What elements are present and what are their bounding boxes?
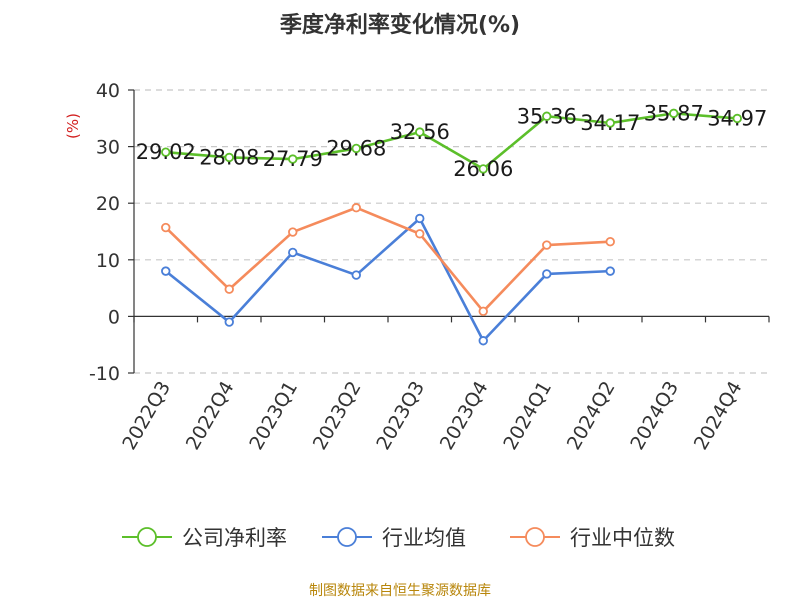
series-line-1	[164, 217, 611, 343]
data-point	[288, 247, 298, 258]
chart-title: 季度净利率变化情况(%)	[280, 12, 520, 38]
y-tick-label: 20	[96, 193, 120, 215]
data-point	[224, 284, 234, 294]
data-point	[542, 240, 552, 250]
data-label: 28.08	[199, 145, 259, 169]
data-point	[478, 164, 488, 174]
data-point	[542, 269, 552, 279]
data-point	[351, 270, 361, 280]
legend-label: 行业均值	[382, 526, 466, 550]
data-point	[161, 266, 171, 276]
data-point	[542, 111, 552, 121]
data-point	[224, 152, 234, 163]
x-tick-label: 2024Q2	[563, 378, 620, 454]
x-tick-label: 2024Q3	[626, 378, 683, 454]
legend-item-1: 行业均值	[322, 526, 466, 550]
data-point	[288, 154, 298, 164]
y-axis-label: (%)	[64, 113, 82, 139]
data-point	[161, 147, 171, 157]
data-label: 34.97	[707, 106, 767, 130]
data-point	[605, 118, 615, 128]
legend-label: 行业中位数	[570, 526, 675, 550]
data-label: 29.68	[326, 136, 386, 160]
x-tick-label: 2023Q3	[372, 378, 429, 454]
data-point	[351, 143, 361, 154]
legend-item-0: 公司净利率	[122, 526, 287, 550]
x-tick-label: 2023Q2	[309, 378, 366, 454]
data-point	[224, 317, 234, 327]
data-point	[415, 127, 425, 137]
data-point	[732, 113, 742, 124]
x-tick-label: 2022Q4	[182, 378, 239, 454]
legend-marker	[525, 527, 545, 547]
data-point	[669, 108, 679, 119]
data-point	[415, 229, 425, 239]
grid-lines	[134, 89, 769, 374]
series-line-0	[165, 112, 738, 171]
x-tick-label: 2023Q4	[436, 378, 493, 454]
x-tick-label: 2024Q4	[690, 378, 747, 454]
data-label: 35.36	[517, 104, 577, 128]
legend-label: 公司净利率	[182, 526, 287, 550]
x-tick-label: 2022Q3	[118, 378, 175, 454]
legend-marker	[337, 527, 357, 547]
data-label: 29.02	[136, 140, 196, 164]
data-point	[161, 222, 171, 233]
series-line-2	[164, 206, 611, 313]
data-label: 35.87	[644, 101, 704, 125]
data-label: 26.06	[453, 157, 513, 181]
data-label: 34.17	[580, 111, 640, 135]
data-point	[288, 227, 298, 237]
y-tick-label: 40	[96, 80, 120, 102]
data-point	[415, 213, 425, 224]
source-note: 制图数据来自恒生聚源数据库	[309, 583, 491, 599]
x-tick-label: 2023Q1	[245, 378, 302, 454]
series-lines	[161, 108, 742, 346]
data-label: 32.56	[390, 120, 450, 144]
data-point	[351, 203, 361, 213]
legend-item-2: 行业中位数	[510, 526, 675, 550]
y-tick-label: -10	[89, 363, 120, 385]
legend: 公司净利率 行业均值 行业中位数	[122, 526, 675, 550]
x-tick-label: 2024Q1	[499, 378, 556, 454]
y-tick-label: 0	[108, 306, 120, 328]
data-point	[478, 336, 488, 346]
data-point	[605, 236, 615, 247]
data-point	[478, 306, 488, 317]
legend-marker	[137, 527, 157, 547]
data-label: 27.79	[263, 147, 323, 171]
y-tick-label: 10	[96, 250, 120, 272]
y-tick-label: 30	[96, 137, 120, 159]
data-point	[605, 266, 615, 276]
